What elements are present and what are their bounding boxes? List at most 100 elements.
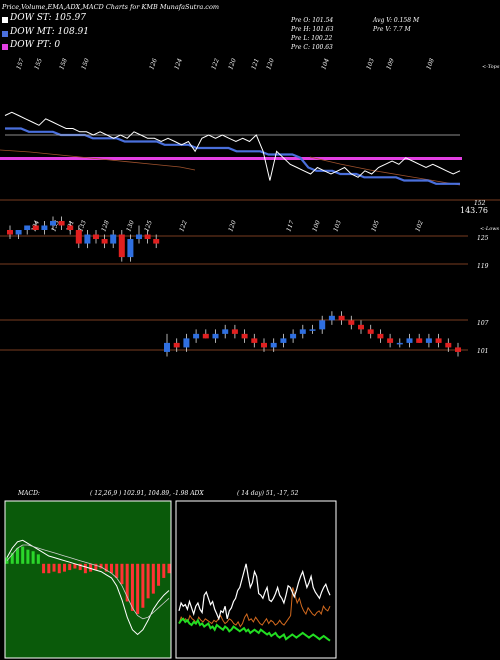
macd-hist-bar bbox=[151, 563, 155, 594]
candle-body bbox=[425, 338, 432, 343]
macd-params: ( 12,26,9 ) 102.91, 104.89, -1.98 ADX bbox=[90, 490, 204, 497]
candle-body bbox=[358, 324, 364, 330]
candle-body bbox=[153, 239, 160, 244]
top-value-label: 157 bbox=[15, 57, 26, 70]
candle-body bbox=[435, 338, 442, 343]
quote-low: Pre L: 100.22 bbox=[291, 35, 333, 42]
candle-body bbox=[377, 333, 384, 339]
macd-hist-bar bbox=[73, 563, 77, 569]
low-value-label: 105 bbox=[370, 219, 381, 232]
long-ema-line bbox=[0, 149, 196, 171]
low-value-label: 130 bbox=[125, 219, 136, 232]
macd-hist-bar bbox=[99, 563, 103, 569]
macd-hist-bar bbox=[83, 563, 87, 574]
top-value-label: 150 bbox=[80, 57, 91, 70]
candle-body bbox=[299, 329, 306, 334]
macd-hist-bar bbox=[130, 563, 134, 611]
low-value-label: 117 bbox=[285, 219, 296, 232]
candle-body bbox=[7, 230, 13, 235]
macd-hist-bar bbox=[15, 548, 19, 564]
low-value-label: 103 bbox=[332, 219, 343, 232]
candle-body bbox=[261, 342, 267, 348]
macd-hist-bar bbox=[136, 563, 140, 615]
candle-body bbox=[348, 320, 355, 325]
candle-body bbox=[118, 234, 125, 258]
candle-body bbox=[270, 342, 277, 348]
legend-swatch-pt bbox=[2, 44, 8, 50]
candle-body bbox=[193, 333, 200, 339]
adx-orange-line bbox=[178, 587, 331, 628]
adx-white-line bbox=[178, 563, 331, 621]
candle-body bbox=[101, 239, 108, 244]
top-value-label: 124 bbox=[173, 57, 184, 70]
candle-body bbox=[50, 220, 56, 226]
macd-hist-bar bbox=[52, 563, 56, 572]
macd-hist-bar bbox=[31, 551, 35, 564]
macd-hist-bar bbox=[68, 563, 72, 571]
macd-hist-bar bbox=[115, 563, 119, 578]
macd-signal-line bbox=[6, 544, 170, 620]
ema-panel: 157 155 158 150 126 124 122 120 121 120 104 103 109 1… bbox=[0, 57, 500, 201]
lows-tag: <-Lows bbox=[480, 226, 500, 232]
macd-hist-bar bbox=[141, 563, 145, 608]
macd-hist-bar bbox=[125, 563, 129, 602]
low-value-label: 133 bbox=[50, 219, 61, 232]
macd-panel bbox=[4, 500, 172, 659]
candle-body bbox=[222, 329, 229, 334]
candle-panel: 1341331311331281301251221201171001031051… bbox=[0, 216, 468, 357]
top-value-label: 103 bbox=[365, 57, 376, 70]
low-value-label: 122 bbox=[178, 219, 189, 232]
candle-body bbox=[24, 225, 31, 230]
level-label-119: 119 bbox=[477, 263, 489, 270]
macd-hist-bar bbox=[167, 563, 171, 574]
low-value-label: 133 bbox=[77, 219, 88, 232]
macd-hist-bar bbox=[162, 563, 166, 578]
macd-hist-bar bbox=[10, 552, 14, 564]
candle-body bbox=[75, 230, 82, 244]
quote-volume: Pre V: 7.7 M bbox=[373, 26, 411, 33]
candle-body bbox=[396, 342, 403, 345]
candle-body bbox=[328, 315, 335, 321]
macd-hist-bar bbox=[89, 563, 93, 572]
price-close-line bbox=[4, 111, 461, 181]
candle-body bbox=[127, 239, 134, 258]
low-value-label: 128 bbox=[100, 219, 111, 232]
candle-body bbox=[183, 338, 190, 348]
top-value-label: 109 bbox=[385, 57, 396, 70]
legend-label-st: DOW ST: 105.97 bbox=[10, 13, 86, 23]
candle-body bbox=[93, 234, 99, 240]
level-label-125: 125 bbox=[477, 235, 489, 242]
macd-hist-bar bbox=[104, 563, 108, 572]
candle-body bbox=[290, 333, 297, 339]
dow-pt-band bbox=[0, 157, 462, 160]
top-value-label: 122 bbox=[210, 57, 221, 70]
macd-hist-bar bbox=[120, 563, 124, 585]
candle-body bbox=[367, 329, 374, 334]
macd-hist-bar bbox=[42, 563, 46, 574]
candle-body bbox=[67, 225, 74, 230]
macd-panel-frame bbox=[4, 500, 172, 659]
candle-body bbox=[41, 225, 48, 230]
low-value-label: 100 bbox=[311, 219, 322, 232]
adx-panel bbox=[175, 500, 337, 659]
top-value-label: 155 bbox=[33, 57, 44, 70]
long-ema-line-2 bbox=[309, 156, 461, 186]
candle-body bbox=[387, 338, 394, 343]
top-value-label: 126 bbox=[148, 57, 159, 70]
macd-hist-bar bbox=[78, 563, 82, 571]
candle-body bbox=[445, 342, 452, 348]
candle-body bbox=[455, 347, 461, 352]
macd-label: MACD: bbox=[18, 490, 40, 497]
macd-hist-bar bbox=[21, 546, 25, 564]
right-price-label: 152 bbox=[474, 200, 486, 207]
candle-body bbox=[406, 338, 413, 343]
top-value-label: 104 bbox=[320, 57, 331, 70]
candle-body bbox=[251, 338, 258, 343]
macd-hist-bar bbox=[47, 563, 51, 574]
candle-body bbox=[173, 342, 180, 348]
low-value-label: 102 bbox=[414, 219, 425, 232]
macd-hist-bar bbox=[110, 563, 114, 574]
legend-swatch-st bbox=[2, 17, 8, 23]
tops-tag: <-Tops bbox=[482, 64, 500, 70]
candle-body bbox=[309, 329, 316, 331]
